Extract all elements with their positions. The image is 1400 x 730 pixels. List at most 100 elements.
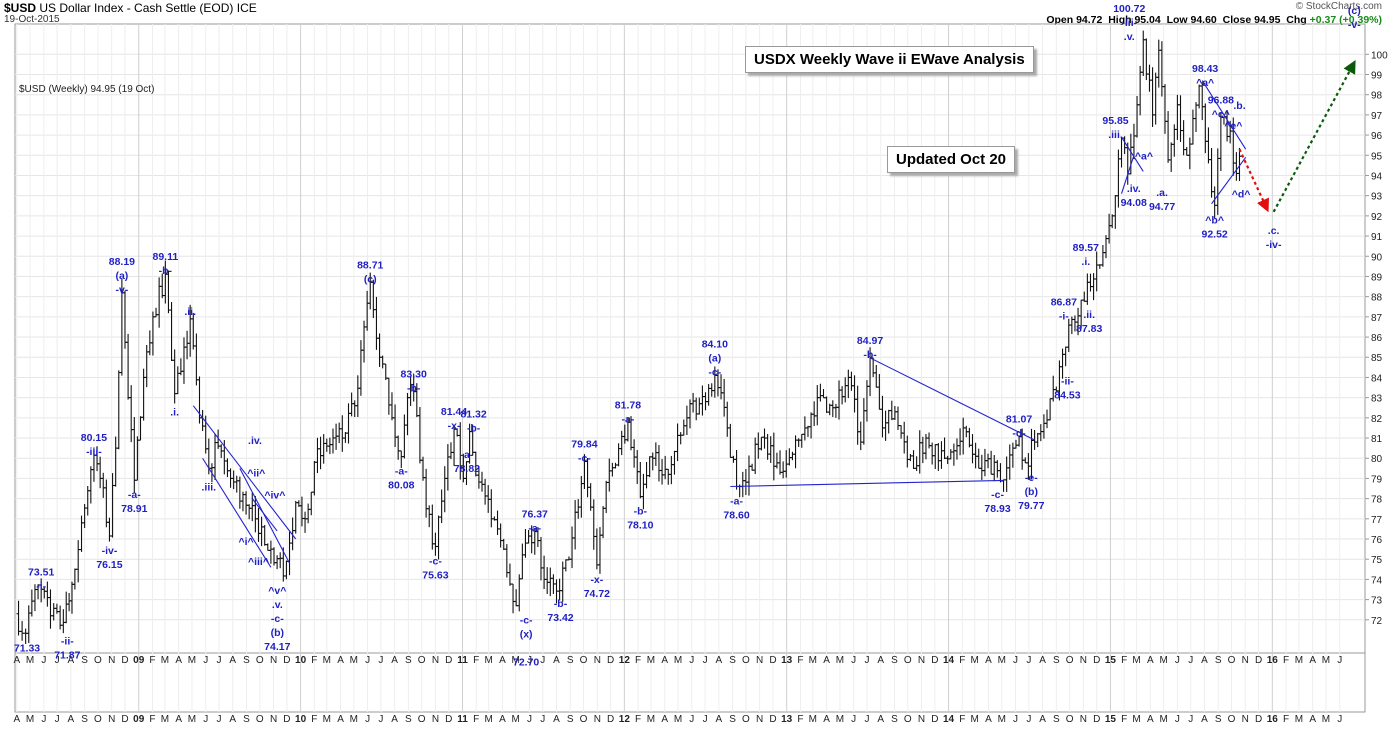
trendline xyxy=(869,357,1035,441)
x-tick-label: M xyxy=(998,655,1006,666)
x-tick-label: A xyxy=(823,714,830,725)
wave-label: 80.08 xyxy=(388,480,414,492)
wave-label: 73.42 xyxy=(547,612,573,624)
x-tick-label: D xyxy=(1093,714,1100,725)
x-tick-label: O xyxy=(904,655,912,666)
wave-label: 87.83 xyxy=(1076,323,1102,335)
x-tick-label: J xyxy=(689,655,694,666)
x-tick-label: M xyxy=(836,655,844,666)
wave-label: ^c^ xyxy=(1212,108,1230,120)
wave-label: .i. xyxy=(170,407,179,419)
high-label: High xyxy=(1108,14,1132,26)
wave-label: .c. xyxy=(1268,225,1280,237)
x-tick-label: J xyxy=(703,655,708,666)
x-tick-label: S xyxy=(243,714,250,725)
x-tick-label: N xyxy=(1080,655,1087,666)
x-tick-label: N xyxy=(108,714,115,725)
wave-label: 94.77 xyxy=(1149,201,1175,213)
ohlc-readout: Open 94.72 High 95.04 Low 94.60 Close 94… xyxy=(1046,14,1382,26)
y-tick-label: 97 xyxy=(1371,111,1383,122)
wave-label: 88.19 xyxy=(109,256,135,268)
x-tick-label: 14 xyxy=(943,714,955,725)
x-tick-label: J xyxy=(1337,714,1342,725)
symbol-header: $USD US Dollar Index - Cash Settle (EOD)… xyxy=(4,1,257,15)
open-value: 94.72 xyxy=(1076,14,1103,26)
x-tick-label: 15 xyxy=(1105,714,1117,725)
trendline xyxy=(239,468,291,564)
y-tick-label: 77 xyxy=(1371,515,1383,526)
wave-label: 73.51 xyxy=(28,566,54,578)
trendline xyxy=(1211,156,1247,205)
wave-label: 100.72 xyxy=(1113,3,1145,15)
y-tick-label: 100 xyxy=(1371,50,1388,61)
x-tick-label: M xyxy=(809,655,817,666)
x-tick-label: A xyxy=(715,655,722,666)
x-tick-label: A xyxy=(1309,655,1316,666)
open-label: Open xyxy=(1046,14,1074,26)
x-tick-label: M xyxy=(971,655,979,666)
x-tick-label: M xyxy=(26,655,34,666)
wave-label: -c- xyxy=(578,452,591,464)
x-tick-label: J xyxy=(540,655,545,666)
y-tick-label: 94 xyxy=(1371,171,1383,182)
wave-label: 81.78 xyxy=(615,399,641,411)
wave-label: 92.52 xyxy=(1202,228,1228,240)
x-tick-label: A xyxy=(229,714,236,725)
y-tick-label: 76 xyxy=(1371,535,1383,546)
wave-label: -i- xyxy=(36,580,46,592)
wave-label: -a- xyxy=(460,449,473,461)
x-tick-label: F xyxy=(473,655,479,666)
x-tick-label: A xyxy=(499,714,506,725)
x-tick-label: M xyxy=(350,714,358,725)
wave-label: 89.11 xyxy=(152,251,178,263)
wave-label: .a. xyxy=(1156,187,1168,199)
x-tick-label: M xyxy=(1322,655,1330,666)
wave-label: (x) xyxy=(520,629,533,641)
wave-label: 79.77 xyxy=(1018,500,1044,512)
x-tick-label: F xyxy=(959,714,965,725)
wave-label: (c) xyxy=(1348,5,1361,17)
wave-label: 76.37 xyxy=(522,509,548,521)
x-tick-label: F xyxy=(1283,714,1289,725)
x-tick-label: A xyxy=(985,714,992,725)
wave-label: 72.70 xyxy=(513,657,539,669)
wave-label: 78.60 xyxy=(723,510,749,522)
wave-label: 84.97 xyxy=(857,335,883,347)
wave-label: 81.07 xyxy=(1006,414,1032,426)
y-tick-label: 91 xyxy=(1371,232,1383,243)
x-tick-label: D xyxy=(1093,655,1100,666)
x-tick-label: D xyxy=(445,714,452,725)
x-tick-label: 11 xyxy=(457,655,468,666)
x-tick-label: J xyxy=(365,714,370,725)
wave-label: -iv- xyxy=(1266,239,1282,251)
wave-label: -b- xyxy=(554,598,568,610)
x-tick-label: M xyxy=(836,714,844,725)
wave-label: -x- xyxy=(448,420,461,432)
wave-label: .ii. xyxy=(184,306,196,318)
y-tick-label: 74 xyxy=(1371,575,1383,586)
x-tick-label: O xyxy=(1228,655,1236,666)
x-tick-label: J xyxy=(851,655,856,666)
x-tick-label: A xyxy=(1201,714,1208,725)
wave-label: -i- xyxy=(1059,310,1069,322)
wave-label: -b- xyxy=(159,265,173,277)
x-tick-label: S xyxy=(1215,655,1222,666)
wave-label: ^b^ xyxy=(1205,214,1224,226)
x-tick-label: M xyxy=(323,655,331,666)
x-tick-label: S xyxy=(81,714,88,725)
x-tick-label: F xyxy=(311,714,317,725)
x-tick-label: A xyxy=(553,655,560,666)
wave-label: ^ii^ xyxy=(247,467,265,479)
wave-label: 81.44 xyxy=(441,406,467,418)
wave-label: -c- xyxy=(429,555,442,567)
x-tick-label: O xyxy=(742,655,750,666)
x-tick-label: F xyxy=(1121,714,1127,725)
x-tick-label: A xyxy=(1147,714,1154,725)
x-tick-label: J xyxy=(1013,714,1018,725)
wave-label: -b- xyxy=(407,383,421,395)
instrument-name: US Dollar Index - Cash Settle (EOD) ICE xyxy=(39,1,257,15)
wave-label: (b) xyxy=(1025,486,1038,498)
chart-title: USDX Weekly Wave ii EWave Analysis xyxy=(754,51,1025,68)
wave-label: .v. xyxy=(272,599,283,611)
x-tick-label: J xyxy=(1175,655,1180,666)
